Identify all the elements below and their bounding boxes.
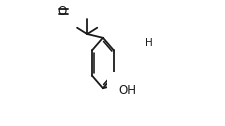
Text: H: H xyxy=(144,38,152,48)
Text: O: O xyxy=(57,5,66,18)
Text: N: N xyxy=(144,41,153,54)
Text: OH: OH xyxy=(118,84,136,97)
